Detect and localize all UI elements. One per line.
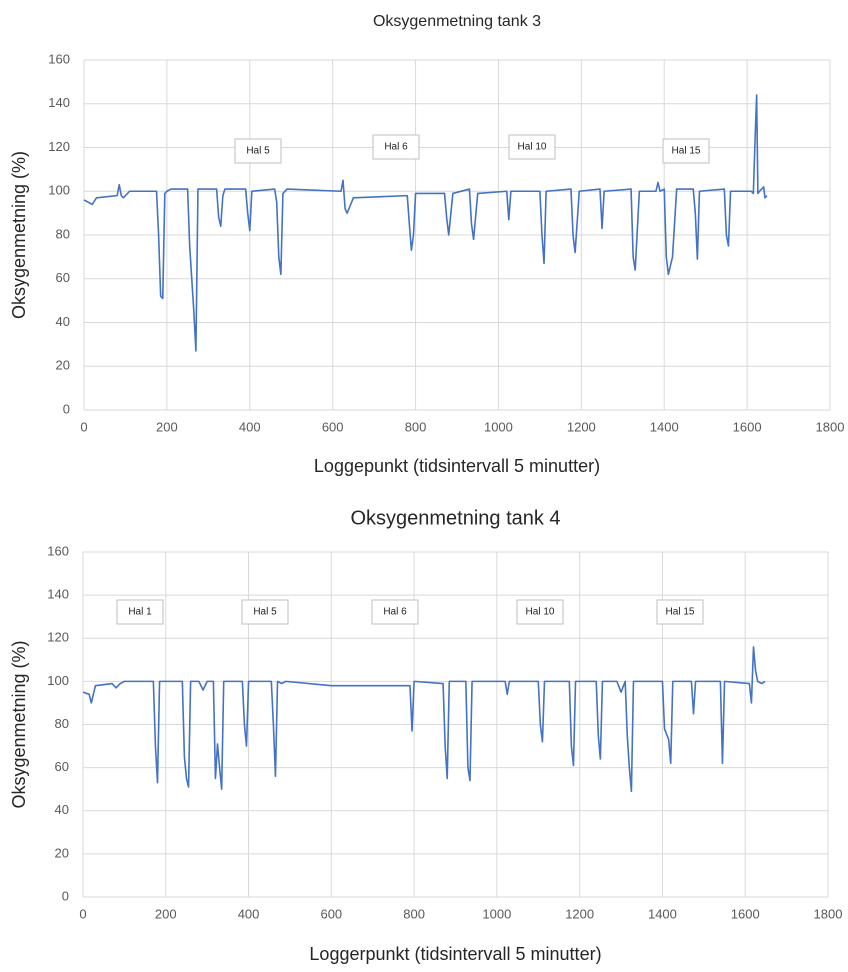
y-tick-label: 80 xyxy=(55,716,69,731)
annotation-box xyxy=(234,138,282,164)
x-tick-label: 800 xyxy=(405,419,427,434)
y-tick-label: 20 xyxy=(56,358,70,373)
x-axis-label: Loggepunkt (tidsintervall 5 minutter) xyxy=(314,456,600,476)
annotation-box xyxy=(516,599,564,625)
annotation: Hal 5 xyxy=(253,607,277,618)
annotation: Hal 1 xyxy=(128,607,152,618)
annotation-box xyxy=(662,138,710,164)
y-tick-label: 0 xyxy=(62,888,69,903)
x-tick-label: 400 xyxy=(238,906,260,921)
x-tick-label: 200 xyxy=(155,906,177,921)
y-tick-label: 140 xyxy=(47,587,69,602)
x-tick-label: 1400 xyxy=(648,906,677,921)
x-tick-label: 1600 xyxy=(731,906,760,921)
x-tick-label: 1000 xyxy=(482,906,511,921)
y-tick-label: 120 xyxy=(48,139,70,154)
y-tick-label: 100 xyxy=(47,673,69,688)
annotation: Hal 15 xyxy=(672,146,701,157)
x-tick-label: 0 xyxy=(80,419,87,434)
x-axis-label: Loggerpunkt (tidsintervall 5 minutter) xyxy=(309,944,601,964)
annotation-box xyxy=(371,599,419,625)
annotation: Hal 10 xyxy=(526,607,555,618)
annotation: Hal 10 xyxy=(518,142,547,153)
x-tick-label: 1000 xyxy=(484,419,513,434)
x-tick-label: 400 xyxy=(239,419,261,434)
y-tick-label: 60 xyxy=(56,270,70,285)
x-tick-label: 600 xyxy=(320,906,342,921)
x-tick-label: 1400 xyxy=(650,419,679,434)
y-tick-label: 100 xyxy=(48,183,70,198)
chart-title: Oksygenmetning tank 4 xyxy=(350,507,560,529)
y-tick-label: 160 xyxy=(48,51,70,66)
annotation: Hal 5 xyxy=(246,146,270,157)
x-tick-label: 1200 xyxy=(565,906,594,921)
y-tick-label: 20 xyxy=(55,845,69,860)
x-tick-label: 1200 xyxy=(567,419,596,434)
y-axis-label: Oksygenmetning (%) xyxy=(9,151,29,319)
annotation-box xyxy=(656,599,704,625)
y-axis-label: Oksygenmetning (%) xyxy=(9,640,29,808)
annotation-box xyxy=(116,599,164,625)
y-tick-label: 160 xyxy=(47,543,69,558)
y-tick-label: 40 xyxy=(56,314,70,329)
annotation: Hal 15 xyxy=(666,607,695,618)
x-tick-label: 1800 xyxy=(816,419,845,434)
x-tick-label: 200 xyxy=(156,419,178,434)
y-tick-label: 120 xyxy=(47,630,69,645)
x-tick-label: 600 xyxy=(322,419,344,434)
data-line xyxy=(82,646,766,793)
annotation-box xyxy=(508,134,556,160)
x-tick-label: 0 xyxy=(79,906,86,921)
annotation-box xyxy=(241,599,289,625)
y-tick-label: 0 xyxy=(63,401,70,416)
y-tick-label: 60 xyxy=(55,759,69,774)
annotation: Hal 6 xyxy=(383,607,407,618)
y-tick-label: 40 xyxy=(55,802,69,817)
x-tick-label: 1800 xyxy=(814,906,843,921)
chart-title: Oksygenmetning tank 3 xyxy=(373,13,541,30)
annotation: Hal 6 xyxy=(384,142,408,153)
y-tick-label: 140 xyxy=(48,95,70,110)
x-tick-label: 800 xyxy=(403,906,425,921)
annotation-box xyxy=(372,134,420,160)
data-line xyxy=(83,94,768,352)
y-tick-label: 80 xyxy=(56,226,70,241)
x-tick-label: 1600 xyxy=(733,419,762,434)
